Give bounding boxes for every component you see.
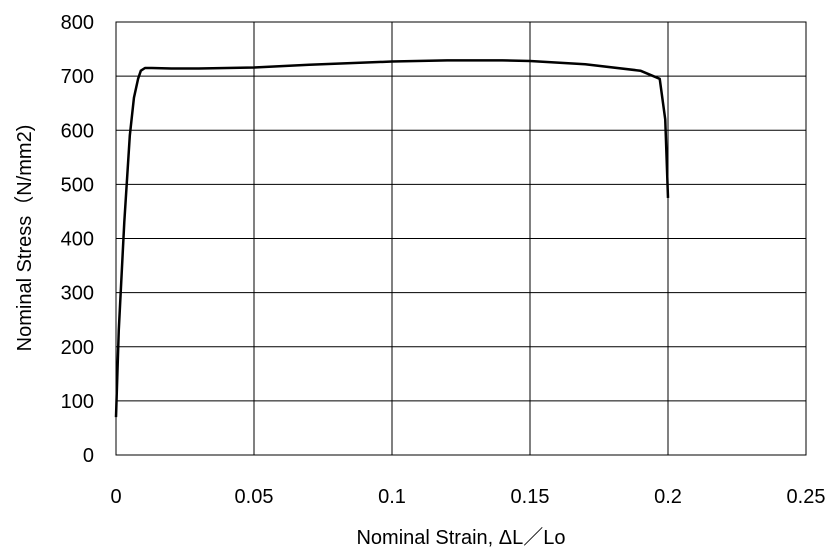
- y-tick-label: 600: [61, 120, 94, 142]
- y-tick-label: 400: [61, 229, 94, 251]
- x-tick-label: 0.25: [787, 486, 826, 508]
- x-tick-label: 0: [110, 486, 121, 508]
- y-tick-label: 0: [83, 445, 94, 467]
- x-tick-label: 0.05: [235, 486, 274, 508]
- x-axis-title: Nominal Strain, ΔL／Lo: [356, 527, 565, 549]
- y-tick-label: 300: [61, 283, 94, 305]
- y-axis-ticks: 0 100 200 300 400 500 600 700 800: [61, 12, 94, 467]
- x-tick-label: 0.2: [654, 486, 682, 508]
- grid-lines: [116, 22, 806, 455]
- y-axis-title: Nominal Stress（N/mm2): [13, 125, 36, 352]
- x-axis-ticks: 0 0.05 0.1 0.15 0.2 0.25: [110, 486, 825, 508]
- y-tick-label: 200: [61, 337, 94, 359]
- x-tick-label: 0.15: [511, 486, 550, 508]
- y-tick-label: 100: [61, 391, 94, 413]
- y-tick-label: 800: [61, 12, 94, 34]
- stress-strain-curve: [114, 59, 670, 418]
- plot-area: [115, 21, 807, 456]
- y-tick-label: 500: [61, 174, 94, 196]
- x-tick-label: 0.1: [378, 486, 406, 508]
- y-tick-label: 700: [61, 66, 94, 88]
